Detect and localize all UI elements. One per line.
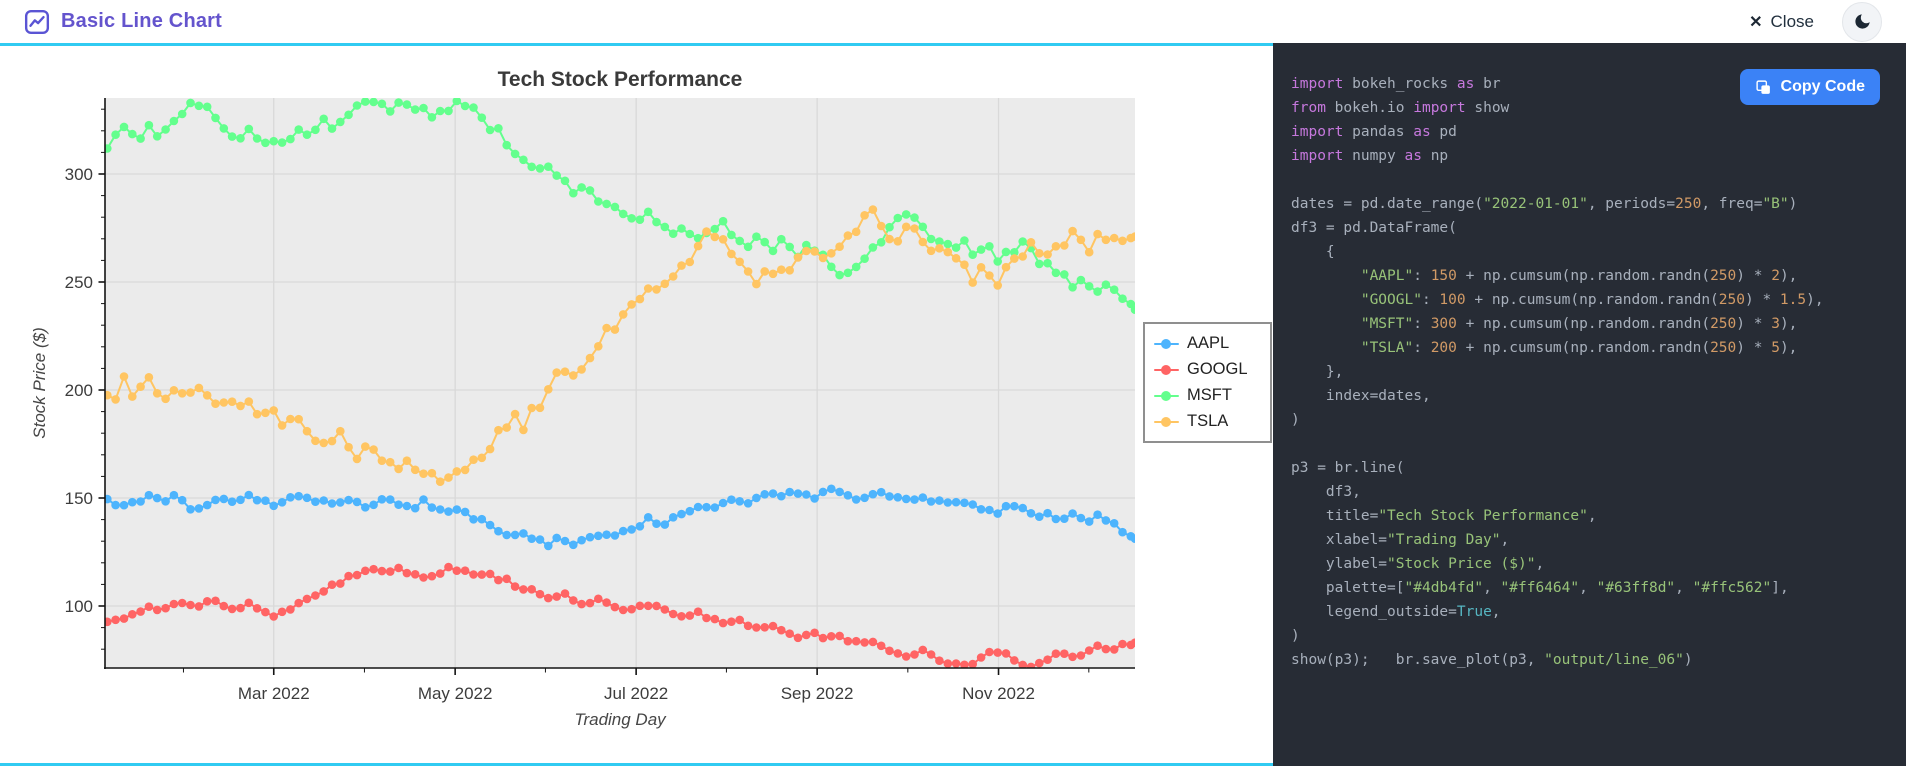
code-line: import pandas as pd xyxy=(1291,124,1457,140)
code-line: show(p3); br.save_plot(p3, "output/line_… xyxy=(1291,652,1693,668)
series-msft xyxy=(105,98,1135,314)
axes: 100 150 200 250 300 Mar 2022 May 2022 Jul 2022 S… xyxy=(65,98,1135,703)
svg-text:Sep 2022: Sep 2022 xyxy=(781,684,854,703)
code-line: from bokeh.io import show xyxy=(1291,100,1510,116)
gridlines xyxy=(105,98,1135,668)
brand: Basic Line Chart xyxy=(24,9,222,35)
code-line: p3 = br.line( xyxy=(1291,460,1405,476)
legend-marker xyxy=(1154,416,1179,427)
code-line xyxy=(1291,432,1824,456)
code-line: "GOOGL": 100 + np.cumsum(np.random.randn… xyxy=(1360,292,1824,308)
svg-text:May 2022: May 2022 xyxy=(418,684,493,703)
legend-entry-msft[interactable]: MSFT xyxy=(1154,383,1261,408)
header-actions: ✕ Close xyxy=(1743,1,1882,42)
close-label: Close xyxy=(1770,11,1814,31)
legend-entry-tsla[interactable]: TSLA xyxy=(1154,409,1261,434)
close-icon: ✕ xyxy=(1749,13,1763,31)
code-line: index=dates, xyxy=(1291,388,1431,404)
line-chart-icon xyxy=(24,9,50,35)
code-line: ) xyxy=(1291,412,1300,428)
legend-entry-aapl[interactable]: AAPL xyxy=(1154,331,1261,356)
svg-text:Jul 2022: Jul 2022 xyxy=(604,684,668,703)
theme-toggle-button[interactable] xyxy=(1842,1,1882,42)
code-panel[interactable]: Copy Code import bokeh_rocks as br from b… xyxy=(1273,43,1906,766)
legend-marker xyxy=(1154,338,1179,349)
copy-code-label: Copy Code xyxy=(1780,78,1865,95)
close-button[interactable]: ✕ Close xyxy=(1743,11,1820,33)
svg-text:100: 100 xyxy=(65,597,93,616)
series-aapl xyxy=(105,484,1135,551)
code-line: ) xyxy=(1291,628,1300,644)
code-block: import bokeh_rocks as br from bokeh.io im… xyxy=(1291,72,1824,672)
app-header: Basic Line Chart ✕ Close xyxy=(0,0,1906,43)
chart-title: Tech Stock Performance xyxy=(497,68,743,91)
code-line: palette=["#4db4fd", "#ff6464", "#63ff8d"… xyxy=(1291,580,1789,596)
chart-panel: Tech Stock Performance 100 150 200 250 300 Ma… xyxy=(0,43,1273,766)
legend-marker xyxy=(1154,364,1179,375)
code-line: xlabel="Trading Day", xyxy=(1291,532,1510,548)
legend-label: GOOGL xyxy=(1187,360,1248,378)
svg-text:150: 150 xyxy=(65,489,93,508)
chart-plot: 100 150 200 250 300 Mar 2022 May 2022 Jul 2022 S… xyxy=(65,98,1135,703)
x-axis-label: Trading Day xyxy=(574,710,666,729)
legend-label: MSFT xyxy=(1187,386,1232,404)
code-line: import numpy as np xyxy=(1291,148,1449,164)
code-line: }, xyxy=(1291,364,1344,380)
svg-text:200: 200 xyxy=(65,381,93,400)
svg-text:300: 300 xyxy=(65,165,93,184)
moon-icon xyxy=(1853,12,1872,31)
chart-legend: AAPL GOOGL MSFT TSLA xyxy=(1143,322,1272,443)
code-line xyxy=(1291,168,1824,192)
series-tsla xyxy=(105,205,1135,487)
code-line: legend_outside=True, xyxy=(1291,604,1501,620)
code-line: import bokeh_rocks as br xyxy=(1291,76,1501,92)
svg-text:Mar 2022: Mar 2022 xyxy=(238,684,310,703)
legend-entry-googl[interactable]: GOOGL xyxy=(1154,357,1261,382)
code-line: dates = pd.date_range("2022-01-01", peri… xyxy=(1291,196,1798,212)
series-googl xyxy=(105,562,1135,668)
legend-label: TSLA xyxy=(1187,412,1229,430)
code-line: title="Tech Stock Performance", xyxy=(1291,508,1597,524)
code-line: ylabel="Stock Price ($)", xyxy=(1291,556,1545,572)
legend-label: AAPL xyxy=(1187,334,1230,352)
legend-marker xyxy=(1154,390,1179,401)
svg-text:Nov 2022: Nov 2022 xyxy=(962,684,1035,703)
code-line: "AAPL": 150 + np.cumsum(np.random.randn(… xyxy=(1360,268,1798,284)
code-line: df3 = pd.DataFrame( xyxy=(1291,220,1457,236)
code-line: df3, xyxy=(1291,484,1361,500)
app-title: Basic Line Chart xyxy=(61,10,223,32)
code-line: "TSLA": 200 + np.cumsum(np.random.randn(… xyxy=(1360,340,1798,356)
y-axis-label: Stock Price ($) xyxy=(30,327,49,439)
copy-icon xyxy=(1755,79,1772,96)
svg-text:250: 250 xyxy=(65,273,93,292)
code-line: "MSFT": 300 + np.cumsum(np.random.randn(… xyxy=(1360,316,1798,332)
code-line: { xyxy=(1291,244,1335,260)
copy-code-button[interactable]: Copy Code xyxy=(1739,69,1880,105)
